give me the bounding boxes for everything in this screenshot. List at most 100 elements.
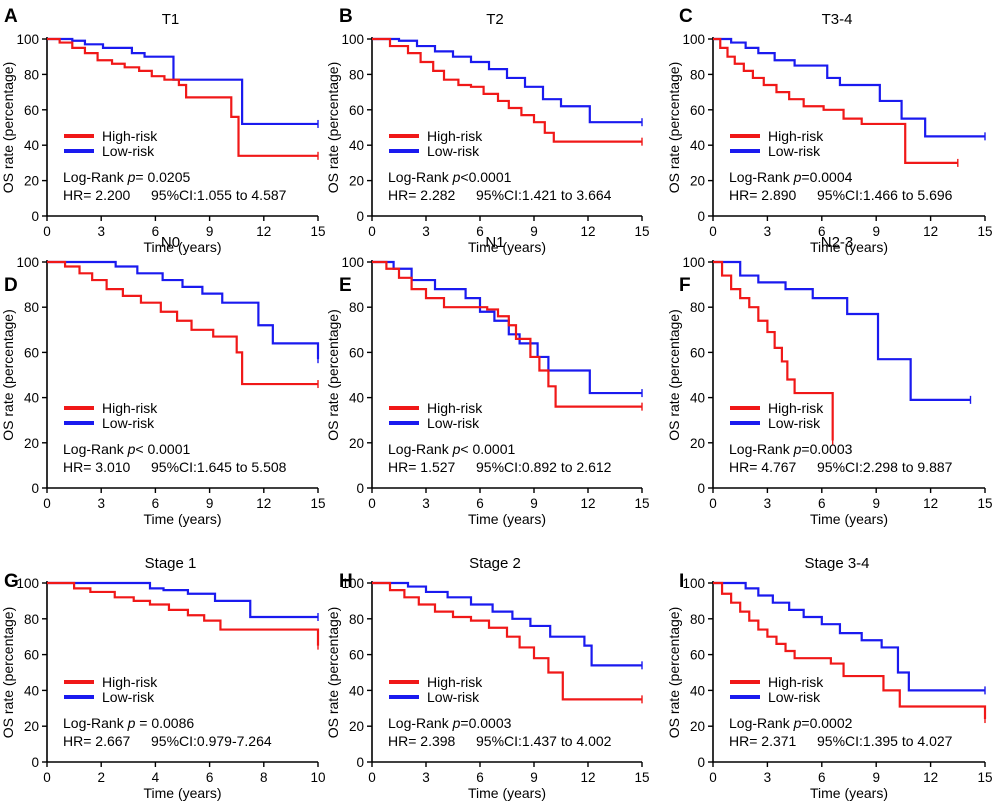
x-tick-label: 9: [872, 496, 880, 511]
y-tick-label: 60: [349, 648, 364, 663]
series-high-risk-curve: [372, 581, 642, 701]
x-tick-label: 10: [310, 770, 325, 785]
panel-E: E N1 0 20 40 60 80 100 0 3 6 9 12 15 Time (years) OS ra…: [325, 234, 650, 527]
y-axis-label: OS rate (percentage): [666, 309, 682, 441]
y-tick-label: 0: [31, 755, 39, 770]
panel-label: E: [339, 275, 352, 296]
panel-A: A T1 0 20 40 60 80 100 0 3 6 9 12 15 Time (years) OS ra…: [0, 6, 326, 255]
x-tick-label: 3: [422, 224, 430, 239]
ci-text: 95%CI:1.421 to 3.664: [476, 187, 612, 203]
x-axis-label: Time (years): [143, 511, 221, 527]
panel-H: H Stage 2 0 20 40 60 80 100 0 3 6 9 12 15 Time (years)…: [325, 555, 650, 801]
series-high-risk-curve: [713, 581, 987, 720]
y-tick-label: 60: [349, 103, 364, 118]
y-axis-label: OS rate (percentage): [325, 62, 341, 194]
panel-title: Stage 1: [145, 555, 197, 572]
y-tick-label: 40: [24, 391, 39, 406]
hr-text: HR= 2.371: [729, 733, 797, 749]
y-tick-label: 100: [341, 255, 364, 270]
x-tick-label: 2: [97, 770, 105, 785]
y-tick-label: 100: [341, 576, 364, 591]
series-high-risk-curve: [372, 37, 642, 143]
x-tick-label: 0: [709, 496, 717, 511]
y-tick-label: 100: [682, 32, 705, 47]
y-tick-label: 80: [349, 67, 364, 82]
y-tick-label: 0: [356, 481, 364, 496]
series-high-risk-curve: [47, 37, 318, 157]
x-tick-label: 6: [476, 496, 484, 511]
x-tick-label: 3: [422, 496, 430, 511]
ci-text: 95%CI:0.979-7.264: [151, 733, 272, 749]
y-tick-label: 20: [24, 719, 39, 734]
legend-label: High-risk: [102, 674, 158, 690]
series-high-risk-curve: [47, 581, 320, 646]
y-tick-label: 0: [31, 481, 39, 496]
panel-label: F: [679, 275, 691, 296]
y-tick-label: 20: [24, 174, 39, 189]
y-axis-label: OS rate (percentage): [0, 607, 16, 739]
panel-C: C T3-4 0 20 40 60 80 100 0 3 6 9 12 15 Time (years) OS …: [666, 6, 993, 255]
panel-title: Stage 2: [469, 555, 521, 572]
y-tick-label: 80: [349, 612, 364, 627]
series-low-risk-curve: [372, 581, 642, 667]
y-tick-label: 80: [24, 67, 39, 82]
hr-text: HR= 3.010: [63, 459, 131, 475]
x-tick-label: 8: [260, 770, 268, 785]
panel-title: N1: [485, 234, 504, 251]
x-tick-label: 12: [256, 224, 271, 239]
y-tick-label: 0: [697, 755, 705, 770]
x-axis-label: Time (years): [468, 239, 546, 255]
x-tick-label: 15: [634, 770, 649, 785]
x-tick-label: 3: [764, 224, 772, 239]
series-high-risk-curve: [47, 260, 318, 386]
x-axis-label: Time (years): [810, 239, 888, 255]
x-tick-label: 9: [530, 496, 538, 511]
panel-title: T1: [162, 11, 180, 28]
ci-text: 95%CI:1.466 to 5.696: [817, 187, 953, 203]
y-tick-label: 60: [349, 345, 364, 360]
legend-label: High-risk: [768, 128, 824, 144]
x-tick-label: 0: [368, 496, 376, 511]
legend-label: Low-risk: [102, 415, 155, 431]
x-tick-label: 15: [977, 496, 992, 511]
x-tick-label: 0: [43, 224, 51, 239]
x-tick-label: 9: [206, 496, 214, 511]
y-tick-label: 60: [24, 648, 39, 663]
panel-title: N0: [161, 234, 180, 251]
x-tick-label: 9: [206, 224, 214, 239]
panel-title: T3-4: [822, 11, 853, 28]
y-tick-label: 100: [16, 32, 39, 47]
x-tick-label: 15: [310, 496, 325, 511]
x-tick-label: 15: [977, 770, 992, 785]
x-tick-label: 15: [634, 496, 649, 511]
y-tick-label: 20: [690, 174, 705, 189]
x-tick-label: 6: [818, 496, 826, 511]
series-high-risk-curve: [713, 37, 958, 164]
x-axis-label: Time (years): [810, 785, 888, 801]
legend-label: High-risk: [427, 128, 483, 144]
series-low-risk-curve: [713, 581, 985, 692]
panel-F: F N2-3 0 20 40 60 80 100 0 3 6 9 12 15 Time (years) OS …: [666, 234, 993, 527]
legend-label: High-risk: [427, 400, 483, 416]
y-tick-label: 80: [24, 612, 39, 627]
logrank-text: Log-Rank p=0.0002: [729, 715, 853, 731]
y-tick-label: 0: [356, 755, 364, 770]
ci-text: 95%CI:2.298 to 9.887: [817, 459, 953, 475]
y-tick-label: 20: [690, 719, 705, 734]
panel-title: N2-3: [821, 234, 854, 251]
x-axis-label: Time (years): [143, 239, 221, 255]
x-axis-label: Time (years): [468, 785, 546, 801]
x-tick-label: 9: [530, 224, 538, 239]
legend-label: High-risk: [427, 674, 483, 690]
x-tick-label: 12: [923, 770, 938, 785]
y-tick-label: 20: [349, 174, 364, 189]
y-tick-label: 80: [349, 300, 364, 315]
y-tick-label: 80: [24, 300, 39, 315]
panel-label: G: [4, 571, 19, 592]
legend-label: Low-risk: [427, 415, 480, 431]
logrank-text: Log-Rank p<0.0001: [388, 169, 512, 185]
x-tick-label: 15: [977, 224, 992, 239]
x-tick-label: 0: [43, 496, 51, 511]
panel-I: I Stage 3-4 0 20 40 60 80 100 0 3 6 9 12 15 Time (year…: [666, 555, 993, 801]
y-tick-label: 20: [24, 436, 39, 451]
